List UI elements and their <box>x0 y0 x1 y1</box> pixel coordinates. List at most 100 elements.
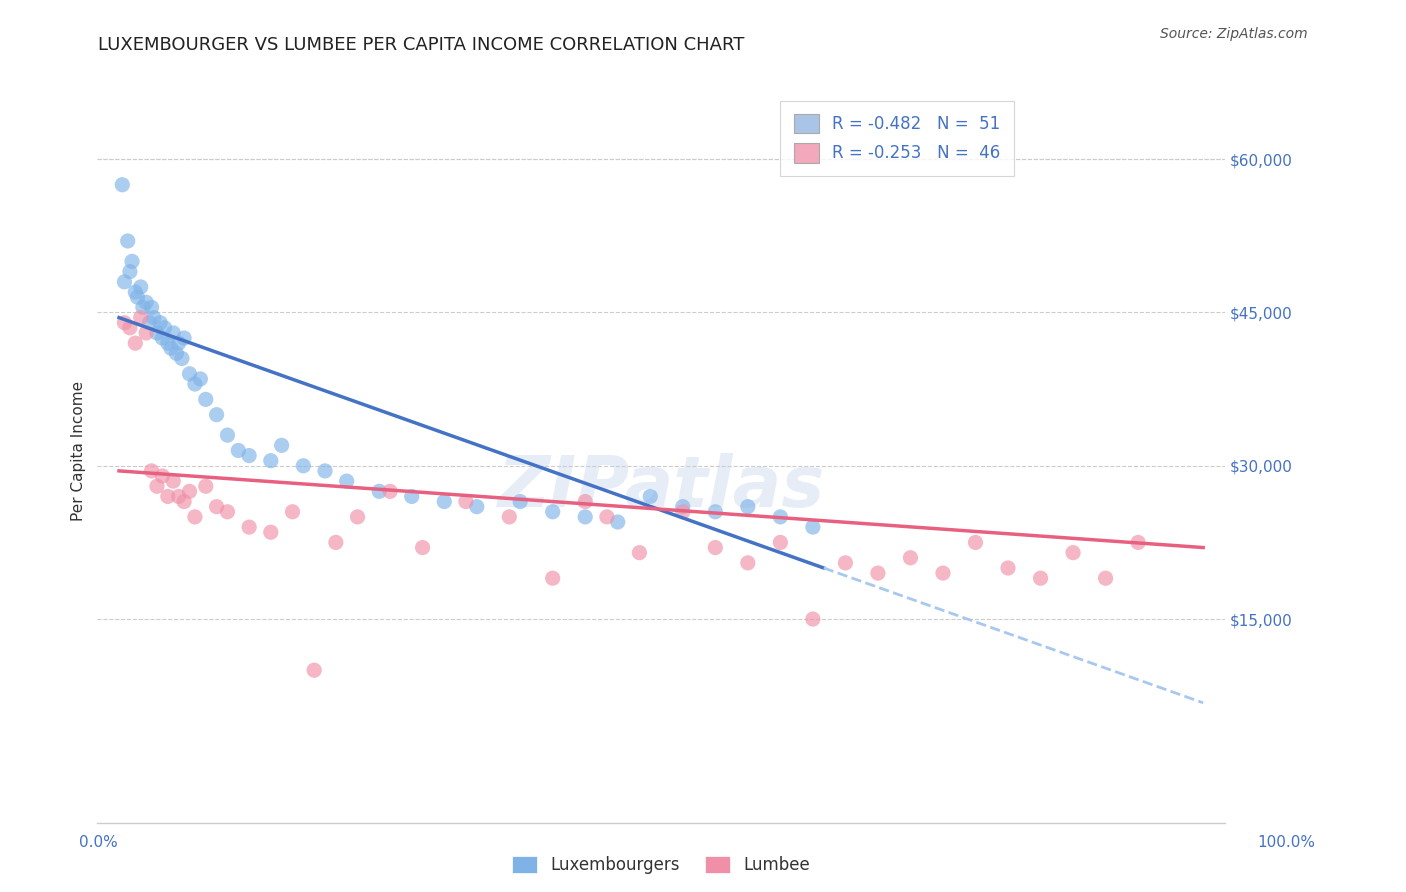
Point <box>129 280 152 294</box>
Text: LUXEMBOURGER VS LUMBEE PER CAPITA INCOME CORRELATION CHART: LUXEMBOURGER VS LUMBEE PER CAPITA INCOME… <box>98 36 745 54</box>
Point <box>146 479 169 493</box>
Point <box>292 458 315 473</box>
Point <box>167 336 190 351</box>
Point <box>737 556 759 570</box>
Point <box>238 520 260 534</box>
Point <box>900 550 922 565</box>
Point <box>162 474 184 488</box>
Point <box>188 372 211 386</box>
Point <box>834 556 856 570</box>
Point <box>238 449 260 463</box>
Y-axis label: Per Capita Income: Per Capita Income <box>72 380 86 521</box>
Point <box>184 509 207 524</box>
Text: Source: ZipAtlas.com: Source: ZipAtlas.com <box>1160 27 1308 41</box>
Point <box>596 509 619 524</box>
Point <box>325 535 347 549</box>
Point <box>226 443 249 458</box>
Point <box>114 275 136 289</box>
Point <box>704 505 727 519</box>
Point <box>260 525 283 540</box>
Point <box>152 469 174 483</box>
Point <box>111 178 134 192</box>
Point <box>314 464 336 478</box>
Point <box>281 505 304 519</box>
Legend: R = -0.482   N =  51, R = -0.253   N =  46: R = -0.482 N = 51, R = -0.253 N = 46 <box>780 101 1014 176</box>
Point <box>465 500 488 514</box>
Point <box>173 331 195 345</box>
Point <box>166 346 188 360</box>
Point <box>801 520 824 534</box>
Point <box>179 367 201 381</box>
Point <box>149 316 172 330</box>
Point <box>965 535 987 549</box>
Point <box>117 234 139 248</box>
Point <box>672 500 695 514</box>
Point <box>997 561 1019 575</box>
Point <box>932 566 955 580</box>
Point <box>509 494 531 508</box>
Point <box>433 494 456 508</box>
Point <box>217 505 239 519</box>
Point <box>737 500 759 514</box>
Point <box>498 509 520 524</box>
Point <box>412 541 434 555</box>
Text: 100.0%: 100.0% <box>1257 836 1316 850</box>
Point <box>173 494 195 508</box>
Point <box>135 326 157 340</box>
Point <box>141 301 163 315</box>
Point <box>156 336 179 351</box>
Point <box>114 316 136 330</box>
Point <box>769 535 792 549</box>
Point <box>160 341 183 355</box>
Point <box>170 351 193 366</box>
Point <box>194 479 217 493</box>
Point <box>124 285 146 299</box>
Point <box>153 321 176 335</box>
Point <box>162 326 184 340</box>
Point <box>401 490 423 504</box>
Point <box>156 490 179 504</box>
Point <box>1094 571 1116 585</box>
Point <box>704 541 727 555</box>
Point <box>638 490 661 504</box>
Point <box>121 254 143 268</box>
Point <box>1029 571 1052 585</box>
Point <box>124 336 146 351</box>
Point <box>1126 535 1149 549</box>
Point <box>217 428 239 442</box>
Point <box>541 571 564 585</box>
Point <box>346 509 368 524</box>
Point <box>1062 546 1084 560</box>
Point <box>368 484 391 499</box>
Point <box>152 331 174 345</box>
Point <box>127 290 149 304</box>
Point <box>205 500 228 514</box>
Point <box>454 494 477 508</box>
Point <box>574 494 596 508</box>
Point <box>129 310 152 325</box>
Point <box>672 505 695 519</box>
Point <box>167 490 190 504</box>
Point <box>146 326 169 340</box>
Point <box>769 509 792 524</box>
Point <box>260 453 283 467</box>
Point <box>205 408 228 422</box>
Point <box>118 321 141 335</box>
Point <box>138 316 160 330</box>
Point <box>801 612 824 626</box>
Point <box>194 392 217 407</box>
Point <box>142 310 165 325</box>
Point <box>270 438 292 452</box>
Text: ZIPatlas: ZIPatlas <box>498 453 825 522</box>
Point <box>606 515 628 529</box>
Point <box>866 566 889 580</box>
Point <box>141 464 163 478</box>
Point <box>574 509 596 524</box>
Point <box>118 265 141 279</box>
Point <box>302 663 325 677</box>
Point <box>135 295 157 310</box>
Point <box>628 546 651 560</box>
Text: 0.0%: 0.0% <box>79 836 118 850</box>
Point <box>336 474 359 488</box>
Point <box>378 484 401 499</box>
